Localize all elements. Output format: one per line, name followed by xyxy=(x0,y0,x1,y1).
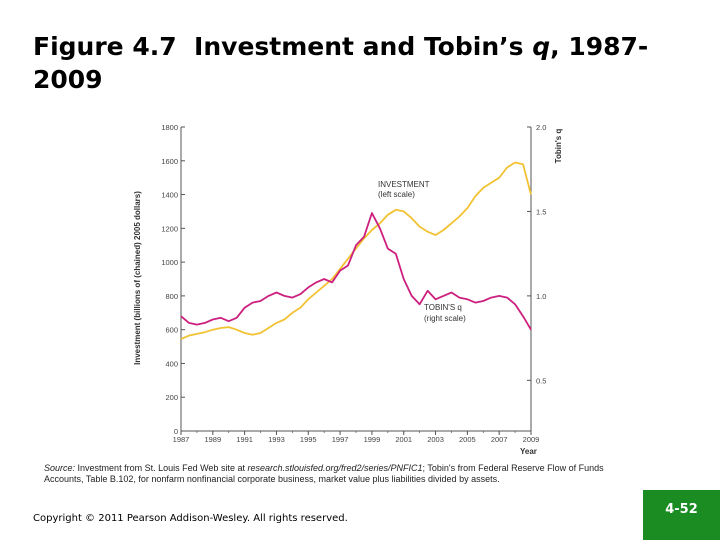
title-text: Investment and Tobin’s xyxy=(194,32,524,61)
left-tick-label: 600 xyxy=(165,326,178,335)
left-tick-label: 1600 xyxy=(161,157,178,166)
left-tick-label: 1200 xyxy=(161,224,178,233)
x-tick-label: 1999 xyxy=(364,435,381,444)
annotation-investment-scale: (left scale) xyxy=(378,190,415,199)
x-tick-label: 2007 xyxy=(491,435,508,444)
source-label: Source: xyxy=(44,463,76,473)
annotation-tobins-title: TOBIN'S q xyxy=(424,303,462,312)
title-years: , 1987-2009 xyxy=(33,32,649,94)
left-tick-label: 800 xyxy=(165,292,178,301)
chart-annotations: INVESTMENT (left scale) TOBIN'S q (right… xyxy=(378,180,466,323)
copyright-notice: Copyright © 2011 Pearson Addison-Wesley.… xyxy=(33,513,348,524)
x-axis-title: Year xyxy=(520,447,537,456)
x-tick-label: 1997 xyxy=(332,435,349,444)
chart-series xyxy=(180,161,532,340)
source-text-1: Investment from St. Louis Fed Web site a… xyxy=(77,463,245,473)
x-tick-label: 1991 xyxy=(236,435,253,444)
source-note: Source: Investment from St. Louis Fed We… xyxy=(44,463,604,484)
right-tick-label: 1.5 xyxy=(536,207,546,216)
left-tick-label: 1000 xyxy=(161,258,178,267)
figure-label: Figure 4.7 xyxy=(33,32,177,61)
chart-tick-labels: 0 200 400 600 800 1000 1200 1400 1600 1800 0.5 1.0 1… xyxy=(161,123,546,444)
x-tick-label: 1993 xyxy=(268,435,285,444)
series-line-investment xyxy=(180,161,532,340)
x-tick-label: 1987 xyxy=(173,435,190,444)
annotation-tobins-scale: (right scale) xyxy=(424,314,466,323)
left-tick-label: 1800 xyxy=(161,123,178,132)
right-tick-label: 1.0 xyxy=(536,292,546,301)
annotation-investment-title: INVESTMENT xyxy=(378,180,430,189)
right-tick-label: 2.0 xyxy=(536,123,546,132)
source-text-2: ; Tobin's from Federal Reserve Flow of F… xyxy=(44,463,604,484)
right-axis-title: Tobin's q xyxy=(554,129,563,164)
left-tick-label: 1400 xyxy=(161,191,178,200)
x-tick-label: 2003 xyxy=(427,435,444,444)
x-tick-label: 2005 xyxy=(459,435,476,444)
page-number-badge: 4-52 xyxy=(643,490,720,540)
chart-axes xyxy=(180,126,532,435)
left-tick-label: 400 xyxy=(165,359,178,368)
axis-titles: Investment (billions of (chained) 2005 d… xyxy=(133,129,563,456)
x-tick-label: 1989 xyxy=(204,435,221,444)
right-tick-label: 0.5 xyxy=(536,376,546,385)
left-axis-title: Investment (billions of (chained) 2005 d… xyxy=(133,191,142,365)
title-q: q xyxy=(532,32,551,61)
slide-title: Figure 4.7 Investment and Tobin’s q, 198… xyxy=(33,30,693,96)
source-url: research.stlouisfed.org/fred2/series/PNF… xyxy=(247,463,423,473)
x-tick-label: 1995 xyxy=(300,435,317,444)
left-tick-label: 0 xyxy=(174,427,178,436)
x-tick-label: 2001 xyxy=(395,435,412,444)
x-tick-label: 2009 xyxy=(523,435,540,444)
series-line-tobins_q xyxy=(180,212,532,331)
left-tick-label: 200 xyxy=(165,393,178,402)
